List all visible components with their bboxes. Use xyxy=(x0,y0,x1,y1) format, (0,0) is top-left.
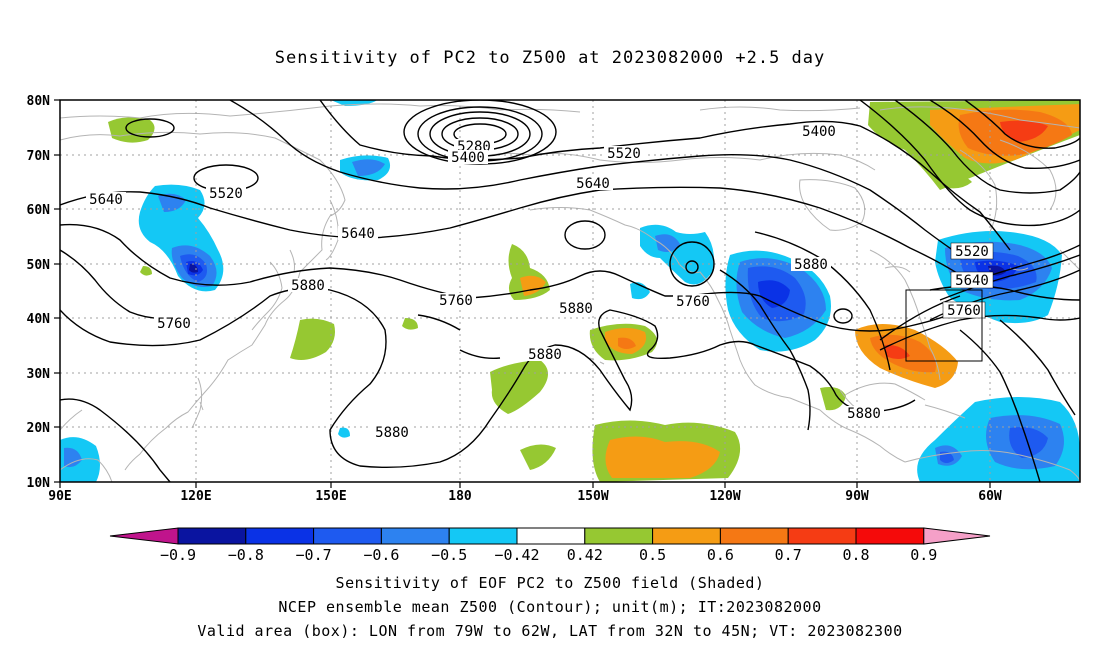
lon-label: 60W xyxy=(978,489,1002,504)
footer-line-3: Valid area (box): LON from 79W to 62W, L… xyxy=(197,622,903,640)
lat-label: 10N xyxy=(27,476,51,491)
svg-text:5520: 5520 xyxy=(209,186,243,202)
lat-label: 30N xyxy=(27,367,51,382)
latitude-labels: 80N 70N 60N 50N 40N 30N 20N 10N xyxy=(27,94,51,491)
svg-text:5760: 5760 xyxy=(676,294,710,310)
lat-label: 20N xyxy=(27,421,51,436)
svg-text:5520: 5520 xyxy=(955,244,989,260)
colorbar-swatch xyxy=(313,527,382,545)
footer-line-1: Sensitivity of EOF PC2 to Z500 field (Sh… xyxy=(335,574,765,592)
svg-text:5640: 5640 xyxy=(341,226,375,242)
contour-label: 5880 xyxy=(288,278,328,294)
contour-label: 5520 xyxy=(604,146,644,162)
svg-text:5760: 5760 xyxy=(439,293,473,309)
colorbar-tick-label: −0.8 xyxy=(228,546,264,564)
lon-label: 150E xyxy=(315,489,346,504)
contour-label: 5760 xyxy=(942,301,986,319)
contour-labels: 5280 5400 5400 5520 5520 5520 5640 5640 … xyxy=(86,124,994,441)
svg-text:5880: 5880 xyxy=(794,257,828,273)
colorbar-swatch xyxy=(177,527,247,545)
colorbar-swatch xyxy=(516,527,586,545)
lat-lon-grid xyxy=(60,100,1080,482)
map-frame xyxy=(59,99,1081,483)
colorbar-tick-label: 0.8 xyxy=(842,546,869,564)
svg-text:5520: 5520 xyxy=(607,146,641,162)
lon-label: 120W xyxy=(709,489,740,504)
colorbar-swatch xyxy=(584,527,654,545)
colorbar-left-arrow xyxy=(109,527,179,545)
contour-label: 5520 xyxy=(950,242,994,260)
contour-label: 5760 xyxy=(436,293,476,309)
lon-label: 180 xyxy=(448,489,472,504)
colorbar-swatch xyxy=(855,527,925,545)
lon-label: 90W xyxy=(845,489,869,504)
footer-line-2: NCEP ensemble mean Z500 (Contour); unit(… xyxy=(278,598,822,616)
colorbar-tick-label: −0.6 xyxy=(363,546,399,564)
contour-label: 5760 xyxy=(673,294,713,310)
colorbar: −0.9 −0.8 −0.7 −0.6 −0.5 −0.42 0.42 0.5 0.6 0.7 0.… xyxy=(109,527,991,564)
lon-label: 150W xyxy=(577,489,608,504)
contour-label: 5640 xyxy=(86,192,126,208)
axis-ticks xyxy=(54,99,991,488)
colorbar-swatch xyxy=(380,527,450,545)
contour-label: 5880 xyxy=(844,406,884,422)
colorbar-swatch xyxy=(787,527,857,545)
colorbar-swatch xyxy=(652,527,721,545)
colorbar-swatch xyxy=(245,527,315,545)
colorbar-tick-label: 0.7 xyxy=(775,546,802,564)
svg-text:5640: 5640 xyxy=(89,192,123,208)
lat-label: 80N xyxy=(27,94,51,109)
valid-area-box xyxy=(905,289,983,362)
svg-text:5760: 5760 xyxy=(157,316,191,332)
contour-label: 5640 xyxy=(950,271,994,289)
lon-label: 120E xyxy=(180,489,211,504)
contour-label: 5880 xyxy=(791,257,831,273)
colorbar-tick-label: 0.6 xyxy=(707,546,734,564)
svg-text:5880: 5880 xyxy=(528,347,562,363)
contour-label: 5880 xyxy=(556,301,596,317)
colorbar-swatch xyxy=(448,527,518,545)
lat-label: 70N xyxy=(27,149,51,164)
contour-label: 5400 xyxy=(799,124,839,140)
lat-label: 50N xyxy=(27,258,51,273)
map-title: Sensitivity of PC2 to Z500 at 2023082000… xyxy=(274,48,826,68)
svg-text:5880: 5880 xyxy=(559,301,593,317)
colorbar-swatch xyxy=(719,527,789,545)
contour-label: 5640 xyxy=(573,176,613,192)
colorbar-right-arrow xyxy=(923,527,991,545)
svg-text:5880: 5880 xyxy=(291,278,325,294)
colorbar-tick-label: 0.5 xyxy=(639,546,666,564)
colorbar-tick-label: 0.42 xyxy=(567,546,603,564)
colorbar-tick-label: −0.42 xyxy=(494,546,539,564)
lat-label: 40N xyxy=(27,312,51,327)
contour-label: 5520 xyxy=(206,186,246,202)
colorbar-tick-label: 0.9 xyxy=(910,546,937,564)
svg-text:5880: 5880 xyxy=(847,406,881,422)
colorbar-tick-label: −0.7 xyxy=(296,546,332,564)
svg-text:5400: 5400 xyxy=(451,150,485,166)
svg-text:5640: 5640 xyxy=(576,176,610,192)
contour-label: 5760 xyxy=(154,316,194,332)
contour-label: 5400 xyxy=(448,150,488,166)
contour-label: 5640 xyxy=(338,226,378,242)
svg-text:5880: 5880 xyxy=(375,425,409,441)
colorbar-tick-label: −0.5 xyxy=(431,546,467,564)
svg-text:5400: 5400 xyxy=(802,124,836,140)
colorbar-tick-label: −0.9 xyxy=(160,546,196,564)
longitude-labels: 90E 120E 150E 180 150W 120W 90W 60W xyxy=(48,489,1002,504)
contour-label: 5880 xyxy=(372,425,412,441)
lat-label: 60N xyxy=(27,203,51,218)
svg-text:5640: 5640 xyxy=(955,273,989,289)
lon-label: 90E xyxy=(48,489,71,504)
svg-text:5760: 5760 xyxy=(947,303,981,319)
contour-label: 5880 xyxy=(525,347,565,363)
